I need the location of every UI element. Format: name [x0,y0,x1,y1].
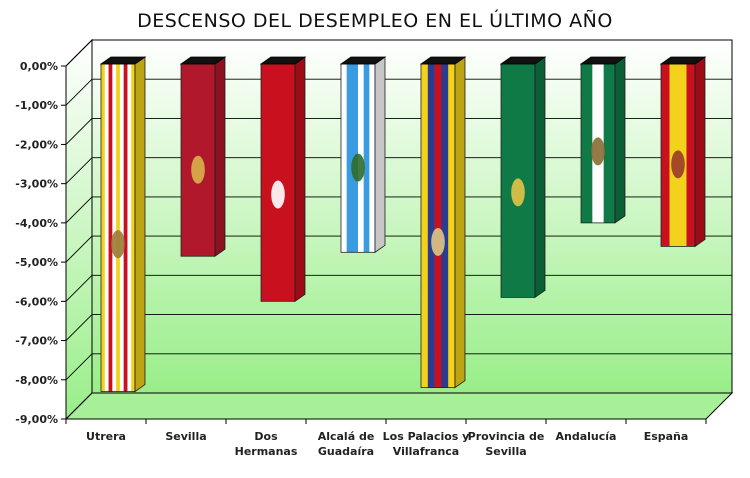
x-category-label: Alcalá de Guadaíra [318,430,375,458]
gridline [65,314,732,341]
bar [339,56,387,254]
y-tick-label: -5,00% [15,256,58,269]
x-category-label: Provincia de Sevilla [468,430,545,458]
bar [99,56,147,393]
chart-title: DESCENSO DEL DESEMPLEO EN EL ÚLTIMO AÑO [137,10,613,32]
y-tick-label: 0,00% [20,60,58,73]
y-tick-label: -7,00% [15,335,58,348]
x-category-label: Dos Hermanas [235,430,298,458]
y-tick-label: -3,00% [15,178,58,191]
bar [579,56,627,224]
bar [179,56,227,257]
y-tick-label: -2,00% [15,138,58,151]
x-category-label: Sevilla [165,430,206,443]
x-category-label: Utrera [86,430,126,443]
y-tick-label: -1,00% [15,99,58,112]
y-tick-label: -6,00% [15,295,58,308]
y-tick-label: -9,00% [15,413,58,426]
y-tick-label: -4,00% [15,217,58,230]
bar [259,56,307,303]
gridline [65,353,732,381]
plot-floor [64,392,734,420]
gridline [65,39,732,67]
x-category-label: España [644,430,689,443]
gridline [65,392,732,420]
y-tick-label: -8,00% [15,374,58,387]
bar [499,56,547,299]
x-category-label: Los Palacios y Villafranca [383,430,470,458]
x-category-label: Andalucía [556,430,617,443]
plot-side-wall [65,38,93,421]
bar [659,56,707,248]
bar [419,56,467,389]
